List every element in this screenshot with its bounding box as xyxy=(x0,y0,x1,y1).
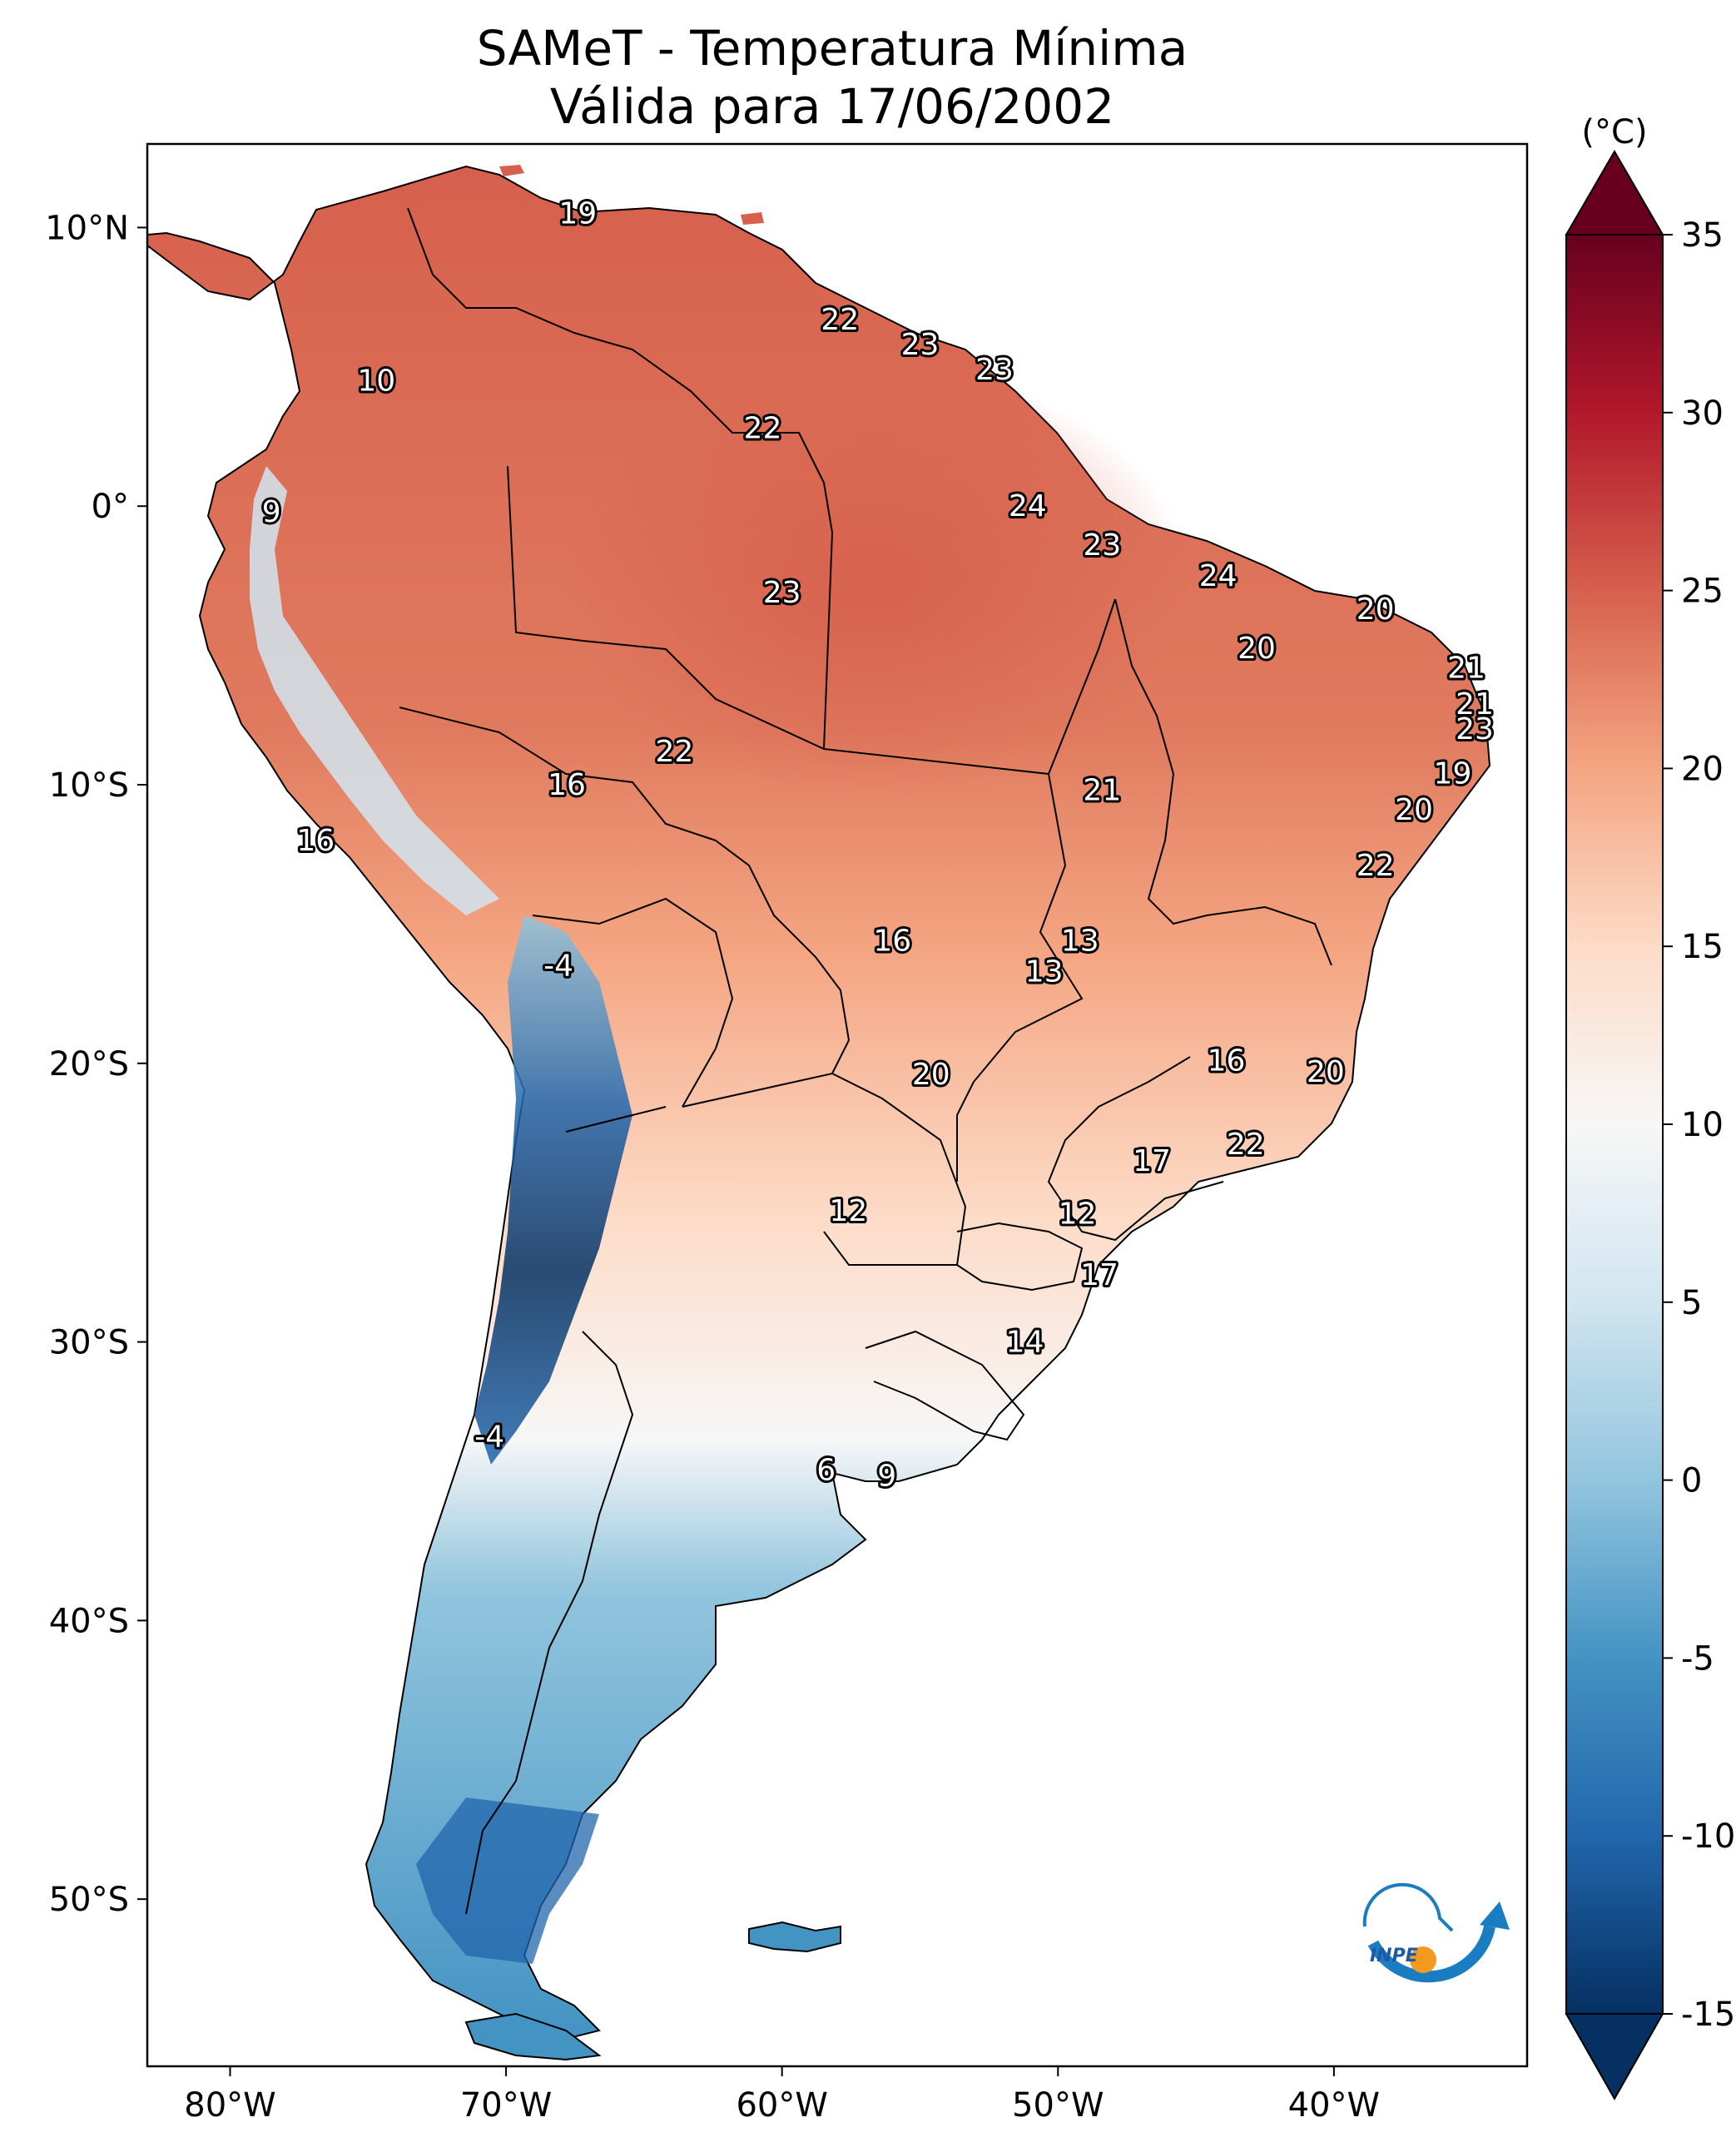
longitude-axis: 80°W 70°W 60°W 50°W 40°W xyxy=(184,2066,1380,2125)
station-value: 23 xyxy=(763,576,801,610)
station-value: -4 xyxy=(543,950,573,984)
station-value: 13 xyxy=(1061,924,1099,958)
lon-tick-label: 60°W xyxy=(736,2086,827,2125)
colorbar-tick-label: 5 xyxy=(1681,1284,1702,1322)
map-frame-border xyxy=(146,142,1529,2068)
station-value: 10 xyxy=(357,364,395,399)
colorbar-tick-label: 20 xyxy=(1681,750,1724,788)
station-value: -4 xyxy=(474,1420,504,1454)
station-value: 6 xyxy=(816,1454,836,1488)
lat-tick-label: 30°S xyxy=(49,1324,129,1362)
colorbar-tick-label: 35 xyxy=(1681,216,1724,255)
station-value: 21 xyxy=(1447,651,1486,685)
lat-tick-label: 50°S xyxy=(49,1881,129,1919)
station-value: 22 xyxy=(821,303,859,337)
station-value: 12 xyxy=(1059,1197,1097,1232)
station-value: 22 xyxy=(655,735,693,769)
colorbar-tick-label: 15 xyxy=(1681,928,1724,966)
patagonia-cold-band xyxy=(416,1797,599,1964)
station-value: 24 xyxy=(1009,489,1047,523)
station-value: 23 xyxy=(1456,712,1494,746)
station-value: 21 xyxy=(1083,774,1121,808)
colorbar-tick-label: 30 xyxy=(1681,394,1724,433)
colorbar-ticks: 35 30 25 20 15 10 5 0 -5 -10 -15 xyxy=(1663,216,1735,2034)
logo-text: INPE xyxy=(1370,1946,1418,1966)
station-value: 23 xyxy=(975,353,1014,387)
logo-inner-swirl-icon xyxy=(1362,1882,1454,1932)
latitude-axis: 10°N 0° 10°S 20°S 30°S 40°S 50°S xyxy=(45,209,147,1919)
colorbar-tick-label: -10 xyxy=(1681,1817,1735,1856)
andes-north-cool-band xyxy=(250,466,499,915)
station-value: 14 xyxy=(1006,1326,1044,1360)
station-value: 12 xyxy=(829,1194,867,1228)
station-value: 20 xyxy=(912,1058,950,1092)
falkland-islands xyxy=(748,1921,841,1953)
station-value: 20 xyxy=(1307,1055,1345,1089)
colorbar-min-arrow xyxy=(1565,2013,1664,2101)
logo-dot-icon xyxy=(1410,1946,1436,1973)
station-value: 16 xyxy=(296,824,335,858)
station-value: 20 xyxy=(1238,632,1276,666)
andes-cold-band xyxy=(474,915,632,1465)
station-value: 22 xyxy=(1227,1128,1265,1162)
colorbar-tick-label: -15 xyxy=(1681,1996,1735,2034)
station-value: 20 xyxy=(1357,593,1395,627)
station-value: 19 xyxy=(558,197,597,231)
colorbar-gradient xyxy=(1565,234,1664,2015)
colorbar-max-arrow xyxy=(1565,150,1664,236)
station-value: 22 xyxy=(1357,849,1395,883)
map-title-line2: Válida para 17/06/2002 xyxy=(550,78,1114,135)
station-value: 23 xyxy=(901,328,940,362)
lat-tick-label: 40°S xyxy=(49,1602,129,1640)
tierra-del-fuego xyxy=(464,2012,602,2061)
lon-tick-label: 40°W xyxy=(1288,2086,1380,2125)
colorbar: (°C) 35 30 25 20 15 10 5 0 -5 -10 -15 xyxy=(1565,113,1735,2101)
station-value: 9 xyxy=(262,495,281,529)
station-value: 9 xyxy=(877,1459,896,1493)
colorbar-tick-label: 10 xyxy=(1681,1106,1724,1144)
lon-tick-label: 70°W xyxy=(460,2086,552,2125)
station-value: 21 xyxy=(1456,687,1494,721)
logo-arrow-icon xyxy=(1480,1902,1510,1930)
station-value: 22 xyxy=(744,411,782,445)
station-value: 20 xyxy=(1395,793,1433,827)
colorbar-tick-label: -5 xyxy=(1681,1639,1714,1678)
colorbar-unit-label: (°C) xyxy=(1581,113,1647,151)
logo-outer-arc-icon xyxy=(1367,1925,1495,1983)
lat-tick-label: 10°S xyxy=(49,766,129,805)
lat-tick-label: 20°S xyxy=(49,1045,129,1083)
station-value: 16 xyxy=(1208,1044,1246,1078)
station-value: 13 xyxy=(1025,955,1064,989)
colorbar-tick-label: 25 xyxy=(1681,573,1724,611)
station-value: 16 xyxy=(873,924,911,958)
map-title-line1: SAMeT - Temperatura Mínima xyxy=(477,20,1188,77)
lat-tick-label: 0° xyxy=(92,488,129,526)
station-value: 16 xyxy=(548,768,586,802)
station-value: 24 xyxy=(1199,559,1238,593)
inpe-logo: INPE xyxy=(1362,1882,1510,1983)
station-value: 17 xyxy=(1080,1258,1118,1292)
lon-tick-label: 50°W xyxy=(1012,2086,1104,2125)
lon-tick-label: 80°W xyxy=(184,2086,275,2125)
amazon-warm-core xyxy=(558,366,1190,799)
country-borders xyxy=(399,207,1332,1915)
lat-tick-label: 10°N xyxy=(45,209,129,247)
station-value: 19 xyxy=(1434,757,1472,791)
colorbar-tick-label: 0 xyxy=(1681,1462,1702,1500)
station-value: 17 xyxy=(1133,1144,1171,1178)
station-value: 23 xyxy=(1083,528,1121,563)
